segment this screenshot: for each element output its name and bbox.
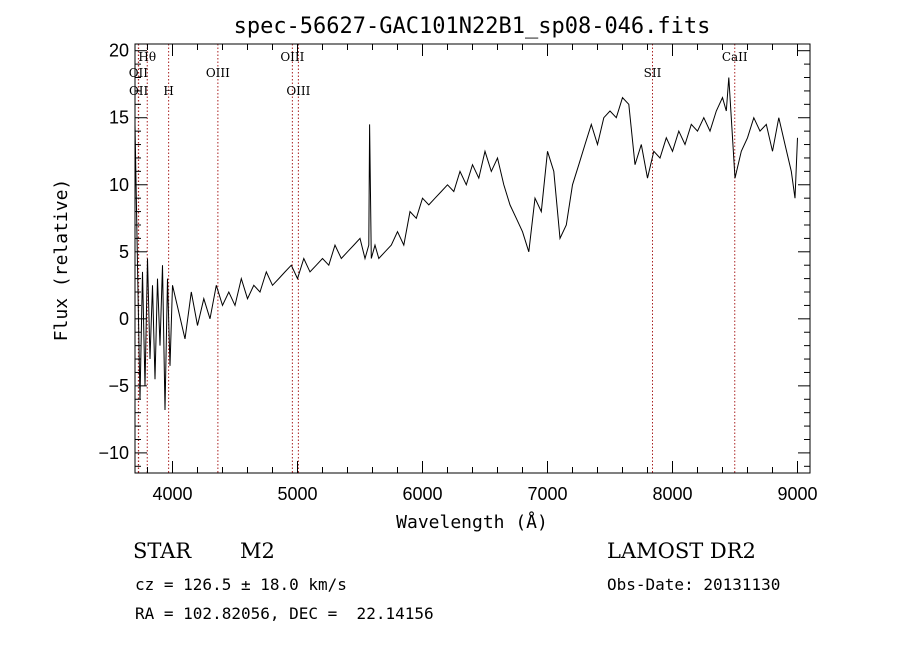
y-axis-ticks: −10 −5 0 5 10 15 20 <box>98 41 810 467</box>
spectral-line-label: OIII <box>206 66 230 80</box>
chart-title: spec-56627-GAC101N22B1_sp08-046.fits <box>234 14 711 39</box>
x-tick-label: 8000 <box>652 484 692 504</box>
y-tick-label: 15 <box>109 108 129 128</box>
x-tick-label: 7000 <box>527 484 567 504</box>
object-subclass: M2 <box>240 539 275 563</box>
x-tick-label: 9000 <box>777 484 817 504</box>
spectral-line-label: SII <box>644 66 662 80</box>
spectral-line-label: CaII <box>722 50 748 64</box>
spectral-line-label: H <box>163 84 173 98</box>
redshift-value: cz = 126.5 ± 18.0 km/s <box>135 575 347 594</box>
y-axis-label: Flux (relative) <box>51 179 72 342</box>
spectral-line-markers <box>137 44 736 473</box>
x-axis-ticks: 4000 5000 6000 7000 8000 9000 <box>147 44 818 504</box>
x-tick-label: 5000 <box>277 484 317 504</box>
spectrum-line <box>134 77 798 411</box>
x-tick-label: 6000 <box>402 484 442 504</box>
coordinates: RA = 102.82056, DEC = 22.14156 <box>135 604 434 623</box>
spectral-line-label: OIII <box>280 50 304 64</box>
y-tick-label: 20 <box>109 41 129 61</box>
spectral-line-label: OIII <box>286 84 310 98</box>
observation-date: Obs-Date: 20131130 <box>607 575 781 594</box>
y-tick-label: −5 <box>108 376 129 396</box>
survey-name: LAMOST DR2 <box>607 539 756 563</box>
y-tick-label: −10 <box>98 443 129 463</box>
plot-frame <box>134 43 811 474</box>
y-tick-label: 5 <box>119 242 129 262</box>
x-axis-label: Wavelength (Å) <box>396 511 548 533</box>
spectral-line-label: OII <box>129 66 149 80</box>
object-type: STAR <box>133 539 192 563</box>
spectral-line-label: Hθ <box>138 50 156 64</box>
y-tick-label: 0 <box>119 309 129 329</box>
y-tick-label: 10 <box>109 175 129 195</box>
x-tick-label: 4000 <box>152 484 192 504</box>
